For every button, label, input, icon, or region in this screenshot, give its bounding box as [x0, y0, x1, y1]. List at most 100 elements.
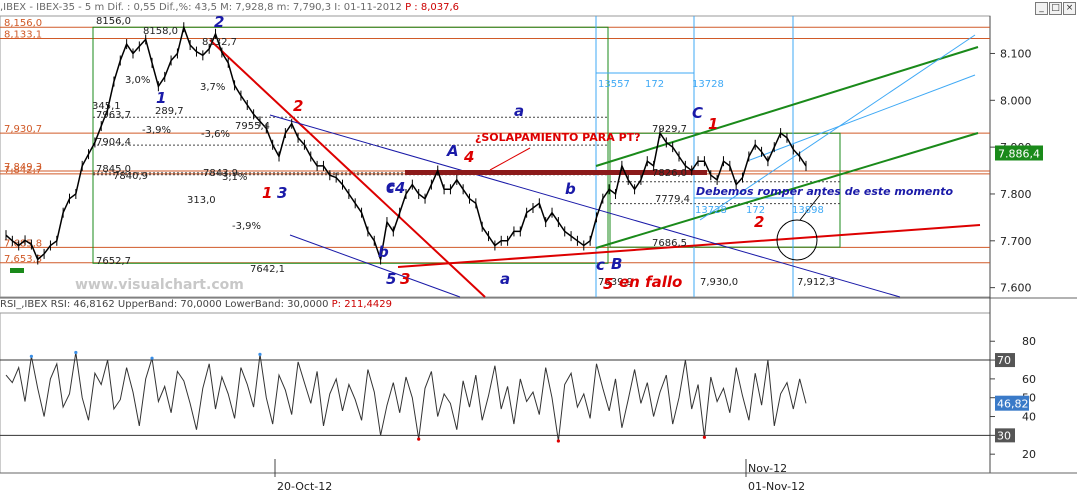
- wave-label: 1: [156, 89, 166, 107]
- y-axis-tick-label: 7.600: [1000, 282, 1032, 295]
- annotation-text: Debemos romper antes de este momento: [696, 185, 953, 198]
- wave-label: C: [692, 104, 703, 122]
- fib-label: 7779,4: [655, 194, 690, 205]
- rsi-band-tag: [995, 353, 1015, 368]
- current-value-tag: [995, 145, 1043, 161]
- channel-line-green: [595, 132, 979, 249]
- fib-label: 13728: [692, 79, 724, 90]
- wave-label: 3: [400, 270, 410, 288]
- fib-label: 3,1%: [222, 172, 247, 183]
- chart-title-bar: ,IBEX - IBEX-35 - 5 m Dif. : 0,55 Dif.,%…: [0, 0, 1077, 16]
- trend-line-red: [209, 39, 486, 298]
- last-price-label: P : 8,037,6: [405, 2, 460, 13]
- fib-label: -3,9%: [142, 125, 171, 136]
- rsi-header: RSI_,IBEX RSI: 46,8162 UpperBand: 70,000…: [0, 298, 990, 312]
- wave-label: b: [565, 180, 576, 198]
- rsi-extreme-point: [74, 350, 78, 355]
- annotation-text: ¿SOLAPAMIENTO PARA PT?: [475, 131, 641, 144]
- fib-label: 313,0: [187, 195, 216, 206]
- horizontal-level-label: 7,842,7: [4, 165, 42, 176]
- rsi-extreme-point: [417, 437, 421, 441]
- fib-label: 172: [645, 79, 664, 90]
- fib-label: 7642,1: [250, 264, 285, 275]
- rsi-plot-area: [0, 312, 991, 474]
- fib-label: 7843,9: [203, 168, 238, 179]
- current-value-label: 7.886,4: [998, 148, 1040, 161]
- overlap-zone-bar: [405, 170, 707, 175]
- fib-label: 8132,7: [202, 37, 237, 48]
- x-axis-tick-label: 01-Nov-12: [748, 480, 805, 493]
- rsi-series-line: [5, 352, 807, 442]
- fib-label: 8158,0: [143, 26, 178, 37]
- rsi-band-label: 70: [997, 354, 1011, 367]
- wave-label: 2: [214, 13, 224, 31]
- horizontal-level-label: 8,133,1: [4, 29, 42, 40]
- fib-label: 7904,4: [96, 137, 131, 148]
- rsi-current-label: 46,82: [997, 398, 1029, 411]
- fib-label: 7826,0: [652, 168, 687, 179]
- wave-label: c: [386, 177, 395, 195]
- channel-line-blue: [269, 114, 901, 298]
- maximize-button[interactable]: □: [1049, 2, 1062, 15]
- wave-label: 5: [603, 275, 613, 293]
- rsi-y-axis-tick-label: 60: [1022, 373, 1036, 386]
- fib-label: 7929,7: [652, 124, 687, 135]
- rsi-extreme-point: [29, 354, 33, 358]
- channel-line-blue: [289, 234, 461, 298]
- fib-label: 7639,9: [598, 277, 633, 288]
- fib-label: 7,930,0: [700, 277, 738, 288]
- wave-label: 4: [463, 148, 474, 166]
- rsi-band-tag: [995, 428, 1015, 443]
- x-axis-tick-label: 20-Oct-12: [277, 480, 332, 493]
- chart-title: ,IBEX - IBEX-35 - 5 m Dif. : 0,55 Dif.,%…: [0, 2, 402, 13]
- fib-label: 7845,0: [96, 164, 131, 175]
- wave-label: 4: [394, 179, 405, 197]
- fib-label: 13898: [792, 205, 824, 216]
- wave-label: 2: [293, 97, 303, 115]
- fib-label: 13557: [598, 79, 630, 90]
- rsi-extreme-point: [258, 352, 262, 357]
- fib-label: 289,7: [155, 106, 184, 117]
- fib-label: -3,9%: [232, 221, 261, 232]
- wave-label: A: [446, 142, 459, 160]
- rsi-header-price: P: 211,4429: [331, 299, 392, 310]
- annotation-text: en fallo: [619, 273, 682, 291]
- y-axis-tick-label: 8.100: [1000, 47, 1032, 60]
- fib-label: 7840,9: [113, 171, 148, 182]
- fib-label: 7686,5: [652, 238, 687, 249]
- fib-label: 3,7%: [200, 82, 225, 93]
- price-plot-area: [0, 15, 991, 298]
- rsi-y-axis-tick-label: 20: [1022, 448, 1036, 461]
- horizontal-level-label: 7,653,3: [4, 254, 42, 265]
- fib-label: -3,6%: [201, 129, 230, 140]
- y-axis-tick-label: 7.800: [1000, 188, 1032, 201]
- y-axis-tick-label: 8.000: [1000, 94, 1032, 107]
- close-button[interactable]: ×: [1063, 2, 1076, 15]
- horizontal-level-label: 7,930,7: [4, 124, 42, 135]
- wave-label: 5: [386, 270, 396, 288]
- wave-label: 2: [754, 213, 764, 231]
- fib-label: 7,912,3: [797, 277, 835, 288]
- rsi-y-axis-tick-label: 40: [1022, 411, 1036, 424]
- horizontal-level-label: 7,685,8: [4, 238, 42, 249]
- fib-label: 172: [746, 205, 765, 216]
- fib-label: 7652,7: [96, 256, 131, 267]
- fib-label: 7963,7: [96, 110, 131, 121]
- wave-label: c: [386, 179, 395, 197]
- wave-label: c: [596, 256, 605, 274]
- wave-label: 3: [277, 184, 287, 202]
- minimize-button[interactable]: _: [1035, 2, 1048, 15]
- rsi-y-axis-tick-label: 80: [1022, 335, 1036, 348]
- fib-label: 345,1: [92, 101, 121, 112]
- wave-label: 1: [708, 115, 718, 133]
- logo-mark: [10, 268, 24, 273]
- fib-label: 3,0%: [125, 75, 150, 86]
- wave-label: 1: [262, 184, 272, 202]
- channel-line-green: [595, 46, 979, 167]
- y-axis-tick-label: 7.700: [1000, 235, 1032, 248]
- rsi-extreme-point: [702, 435, 707, 439]
- rsi-header-label: RSI_,IBEX RSI: 46,8162 UpperBand: 70,000…: [0, 299, 329, 310]
- rsi-band-label: 30: [997, 429, 1011, 442]
